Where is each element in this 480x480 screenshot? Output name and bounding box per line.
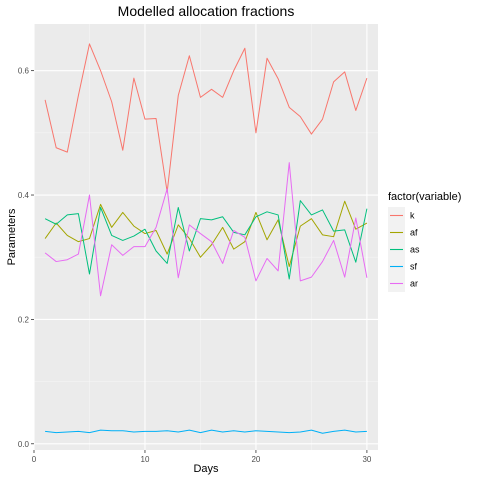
legend-item-k: k xyxy=(388,207,415,224)
legend-label: as xyxy=(410,245,420,255)
legend-title: factor(variable) xyxy=(388,191,461,203)
plot-panel xyxy=(34,24,378,450)
grid-layer xyxy=(33,24,378,450)
y-tick-label: 0.6 xyxy=(18,67,30,76)
series-line-k xyxy=(44,43,368,193)
y-tick-label: 0.4 xyxy=(18,191,30,200)
legend-items: k af as sf ar xyxy=(388,207,420,292)
series-line-ar xyxy=(44,162,368,297)
legend-item-as: as xyxy=(388,241,420,258)
legend-label: af xyxy=(410,228,418,238)
legend-item-af: af xyxy=(388,224,418,241)
x-tick-label: 20 xyxy=(251,455,260,464)
series-line-sf xyxy=(45,429,367,434)
y-tick-label: 0.0 xyxy=(18,440,30,449)
chart-title: Modelled allocation fractions xyxy=(118,3,295,19)
legend-item-ar: ar xyxy=(388,275,418,292)
axis-layer: 0 10 20 30 0.0 0.2 0.4 0.6 xyxy=(18,67,372,464)
series-line-af xyxy=(44,200,368,268)
legend-label: ar xyxy=(410,279,418,289)
legend: factor(variable) k af as sf ar xyxy=(388,191,461,292)
x-tick-label: 30 xyxy=(362,455,371,464)
series-layer xyxy=(44,43,368,434)
x-tick-label: 10 xyxy=(141,455,150,464)
legend-item-sf: sf xyxy=(388,258,418,275)
y-tick-label: 0.2 xyxy=(18,315,30,324)
legend-label: sf xyxy=(410,262,418,272)
x-axis-title: Days xyxy=(193,463,219,475)
legend-label: k xyxy=(410,211,415,221)
series-line-as xyxy=(44,200,368,280)
x-tick-label: 0 xyxy=(32,455,37,464)
y-axis-title: Parameters xyxy=(6,208,18,265)
